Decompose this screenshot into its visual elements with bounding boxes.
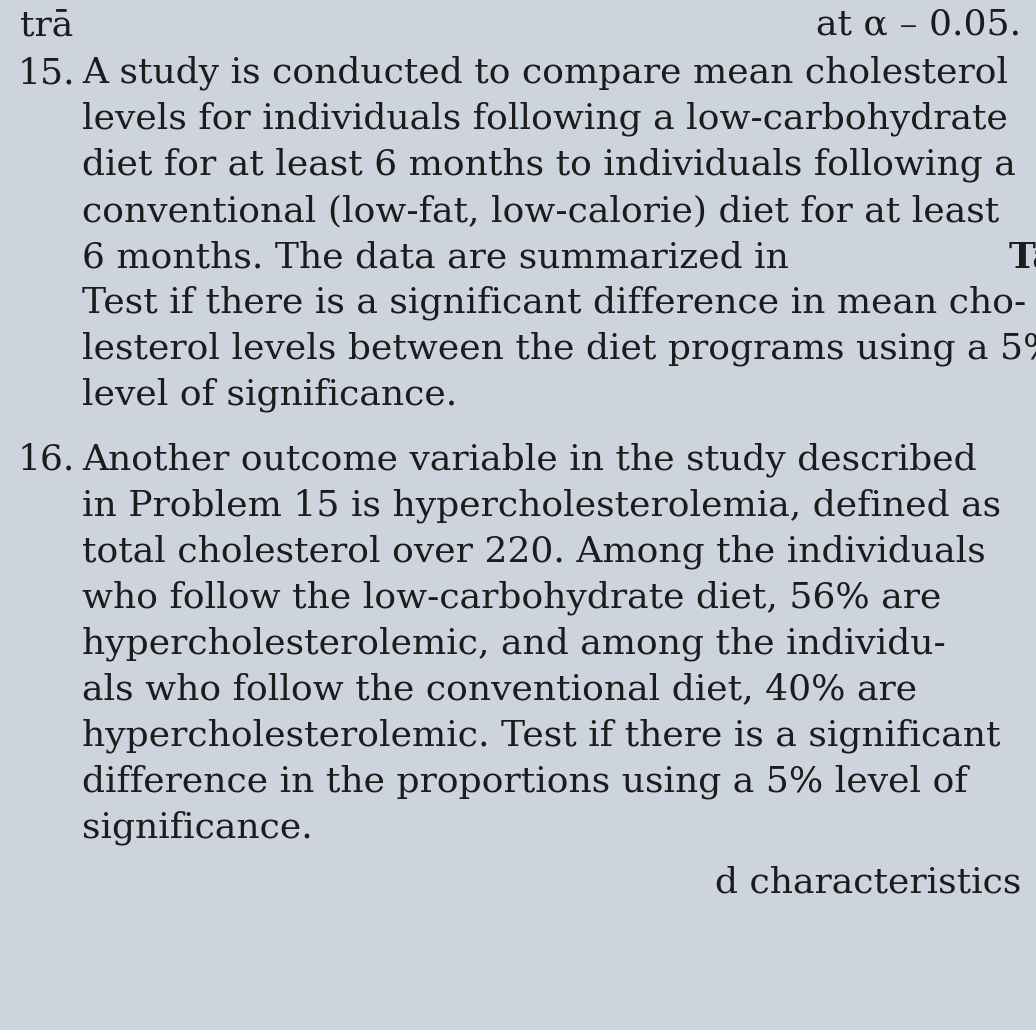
Text: significance.: significance. (82, 811, 313, 845)
Text: Table 7–59: Table 7–59 (1009, 240, 1036, 274)
Text: 16.: 16. (18, 443, 76, 477)
Text: levels for individuals following a low-carbohydrate: levels for individuals following a low-c… (82, 102, 1008, 137)
Text: A study is conducted to compare mean cholesterol: A study is conducted to compare mean cho… (82, 56, 1008, 91)
Text: conventional (low-fat, low-calorie) diet for at least: conventional (low-fat, low-calorie) diet… (82, 194, 1000, 228)
Text: hypercholesterolemic, and among the individu-: hypercholesterolemic, and among the indi… (82, 626, 946, 661)
Text: Test if there is a significant difference in mean cho-: Test if there is a significant differenc… (82, 286, 1027, 320)
Text: d characteristics: d characteristics (715, 865, 1021, 899)
Text: hypercholesterolemic. Test if there is a significant: hypercholesterolemic. Test if there is a… (82, 718, 1001, 753)
Text: total cholesterol over 220. Among the individuals: total cholesterol over 220. Among the in… (82, 535, 985, 569)
Text: 15.: 15. (18, 56, 76, 90)
Text: diet for at least 6 months to individuals following a: diet for at least 6 months to individual… (82, 148, 1015, 182)
Text: trā: trā (20, 8, 74, 42)
Text: 6 months. The data are summarized in: 6 months. The data are summarized in (82, 240, 801, 274)
Text: who follow the low-carbohydrate diet, 56% are: who follow the low-carbohydrate diet, 56… (82, 580, 942, 615)
Text: lesterol levels between the diet programs using a 5%: lesterol levels between the diet program… (82, 332, 1036, 367)
Text: level of significance.: level of significance. (82, 378, 457, 412)
Text: at α – 0.05.: at α – 0.05. (816, 8, 1021, 42)
Text: Another outcome variable in the study described: Another outcome variable in the study de… (82, 443, 977, 477)
Text: in Problem 15 is hypercholesterolemia, defined as: in Problem 15 is hypercholesterolemia, d… (82, 488, 1001, 523)
Text: als who follow the conventional diet, 40% are: als who follow the conventional diet, 40… (82, 673, 917, 707)
Text: difference in the proportions using a 5% level of: difference in the proportions using a 5%… (82, 764, 968, 799)
